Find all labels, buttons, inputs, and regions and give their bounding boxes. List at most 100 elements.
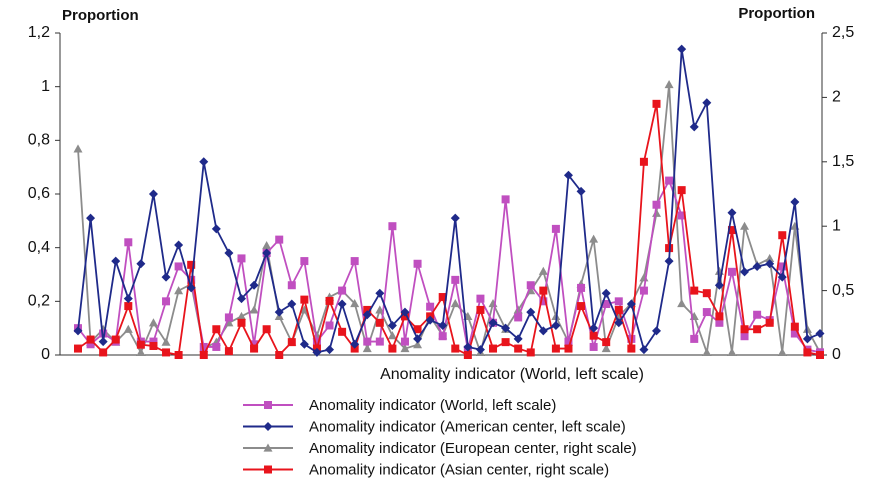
marker [539, 297, 548, 306]
marker [690, 334, 699, 343]
marker [287, 338, 296, 347]
marker [727, 226, 736, 235]
marker [237, 254, 246, 263]
marker [652, 200, 661, 209]
marker [262, 248, 272, 258]
marker [577, 302, 586, 311]
marker [626, 299, 636, 309]
marker [224, 313, 233, 322]
marker [539, 286, 548, 295]
marker [299, 339, 309, 349]
marker [224, 347, 233, 356]
marker [753, 310, 762, 319]
marker [123, 294, 133, 304]
marker [463, 351, 472, 359]
series [73, 80, 825, 357]
marker [73, 144, 83, 153]
marker [765, 253, 775, 262]
marker [664, 256, 674, 266]
marker [451, 275, 460, 284]
marker [602, 338, 611, 347]
marker [325, 345, 335, 355]
marker [350, 339, 360, 349]
marker [488, 318, 498, 328]
marker [249, 305, 259, 314]
marker [551, 320, 561, 330]
marker [287, 299, 297, 309]
marker [538, 326, 548, 336]
marker [262, 241, 272, 250]
marker [312, 347, 322, 357]
marker [413, 340, 423, 349]
marker [212, 325, 221, 334]
marker [777, 347, 787, 357]
y-tick-label: 0,8 [28, 132, 50, 149]
marker [816, 351, 824, 359]
legend-marker [264, 465, 272, 474]
marker [350, 257, 359, 266]
marker [677, 211, 686, 220]
marker [438, 293, 447, 302]
marker [802, 334, 812, 344]
marker [375, 288, 385, 298]
marker [199, 351, 208, 359]
marker [413, 325, 422, 334]
marker [236, 294, 246, 304]
marker [652, 326, 662, 336]
y2-tick-label: 2 [832, 89, 841, 106]
marker [778, 231, 787, 240]
marker [136, 340, 145, 349]
marker [489, 344, 498, 353]
marker [224, 248, 234, 258]
marker [426, 302, 435, 311]
marker [161, 272, 171, 282]
marker [275, 351, 284, 359]
marker [526, 307, 536, 317]
marker [236, 311, 246, 320]
marker [589, 234, 599, 243]
marker [174, 262, 183, 271]
marker [740, 325, 749, 334]
marker [627, 344, 636, 353]
marker [400, 344, 410, 353]
marker [702, 308, 711, 317]
marker [639, 157, 648, 166]
marker [476, 305, 485, 314]
y2-tick-label: 1 [832, 217, 841, 234]
marker [413, 334, 423, 344]
marker [363, 337, 372, 346]
y2-tick-label: 1,5 [832, 153, 854, 170]
marker [589, 331, 598, 340]
marker [211, 224, 221, 234]
marker [475, 345, 485, 355]
marker [387, 331, 397, 340]
marker [350, 298, 360, 308]
marker [790, 197, 800, 207]
marker [614, 305, 623, 314]
marker [803, 348, 812, 357]
marker [338, 286, 347, 295]
marker [425, 315, 435, 325]
marker [551, 224, 560, 233]
marker [124, 238, 133, 247]
marker [714, 280, 724, 290]
marker [249, 280, 259, 290]
marker [362, 310, 372, 320]
marker [86, 335, 95, 344]
marker [551, 344, 560, 353]
marker [564, 344, 573, 353]
marker [526, 348, 535, 357]
marker [187, 260, 196, 269]
marker [689, 122, 699, 132]
marker [526, 281, 535, 290]
marker [148, 189, 158, 199]
y-axis-title: Proportion [62, 7, 139, 24]
marker [639, 286, 648, 295]
marker [250, 340, 259, 349]
marker [601, 344, 611, 353]
marker [362, 344, 372, 353]
marker [149, 337, 158, 346]
marker [98, 337, 108, 347]
y-tick-label: 1,2 [28, 24, 50, 41]
marker [501, 338, 510, 347]
